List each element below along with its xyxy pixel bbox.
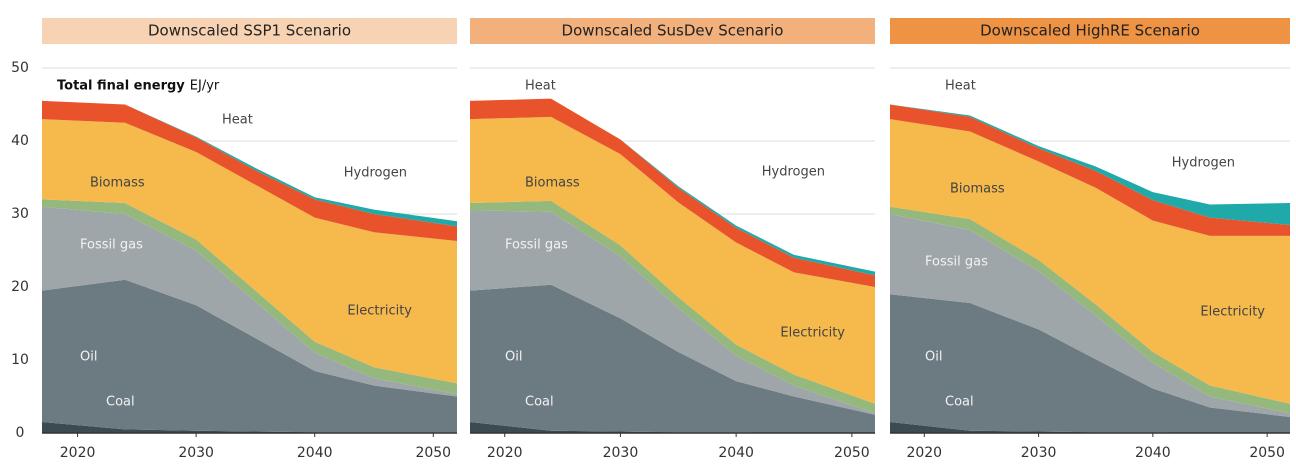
y-tick-label: 10 xyxy=(11,352,29,368)
panel-header xyxy=(470,18,875,44)
y-axis-label: Total final energy xyxy=(57,79,185,94)
area xyxy=(470,98,875,287)
area xyxy=(470,284,875,433)
series-label: Heat xyxy=(525,79,556,94)
panel-title: Downscaled SusDev Scenario xyxy=(562,22,784,40)
x-tick-label: 2020 xyxy=(487,445,523,461)
series-label: Electricity xyxy=(347,304,412,319)
y-tick-label: 0 xyxy=(16,425,25,441)
area xyxy=(470,422,875,433)
x-tick-label: 2050 xyxy=(834,445,870,461)
x-tick-label: 2050 xyxy=(415,445,451,461)
series-label: Heat xyxy=(945,79,976,94)
area xyxy=(890,104,1290,225)
series-label: Fossil gas xyxy=(505,238,568,253)
area xyxy=(42,119,457,384)
panel-title: Downscaled HighRE Scenario xyxy=(980,22,1200,40)
area xyxy=(890,119,1290,404)
series-label: Hydrogen xyxy=(762,165,825,180)
series-label: Electricity xyxy=(780,326,845,341)
area xyxy=(890,422,1290,433)
series-label: Coal xyxy=(945,395,974,410)
x-tick-label: 2030 xyxy=(603,445,639,461)
panel-header xyxy=(890,18,1290,44)
area xyxy=(890,214,1290,417)
series-label: Coal xyxy=(525,395,554,410)
x-tick-label: 2040 xyxy=(297,445,333,461)
series-label: Biomass xyxy=(950,182,1005,197)
series-label: Heat xyxy=(222,113,253,128)
x-tick-label: 2020 xyxy=(60,445,96,461)
area xyxy=(470,116,875,404)
series-label: Oil xyxy=(505,350,522,365)
x-tick-label: 2020 xyxy=(906,445,942,461)
series-label: Coal xyxy=(106,395,135,410)
x-tick-label: 2030 xyxy=(178,445,214,461)
y-tick-label: 30 xyxy=(11,206,29,222)
panel-header xyxy=(42,18,457,44)
area xyxy=(470,200,875,414)
x-tick-label: 2040 xyxy=(1135,445,1171,461)
y-tick-label: 40 xyxy=(11,133,29,149)
area xyxy=(890,294,1290,433)
series-label: Fossil gas xyxy=(925,255,988,270)
area xyxy=(470,210,875,415)
series-label: Biomass xyxy=(90,176,145,191)
area xyxy=(890,206,1290,414)
area xyxy=(42,100,457,242)
series-label: Hydrogen xyxy=(1172,156,1235,171)
x-tick-label: 2040 xyxy=(718,445,754,461)
y-tick-label: 20 xyxy=(11,279,29,295)
series-label: Biomass xyxy=(525,176,580,191)
area xyxy=(42,206,457,397)
panel-title: Downscaled SSP1 Scenario xyxy=(148,22,351,40)
y-tick-label: 50 xyxy=(11,60,29,76)
x-tick-label: 2030 xyxy=(1021,445,1057,461)
area xyxy=(42,422,457,433)
area xyxy=(890,104,1290,236)
series-label: Electricity xyxy=(1200,305,1265,320)
series-label: Fossil gas xyxy=(80,238,143,253)
x-tick-label: 2050 xyxy=(1249,445,1285,461)
series-label: Oil xyxy=(80,350,97,365)
series-label: Oil xyxy=(925,350,942,365)
unit-label: EJ/yr xyxy=(190,79,220,94)
series-label: Hydrogen xyxy=(344,166,407,181)
area xyxy=(42,279,457,433)
